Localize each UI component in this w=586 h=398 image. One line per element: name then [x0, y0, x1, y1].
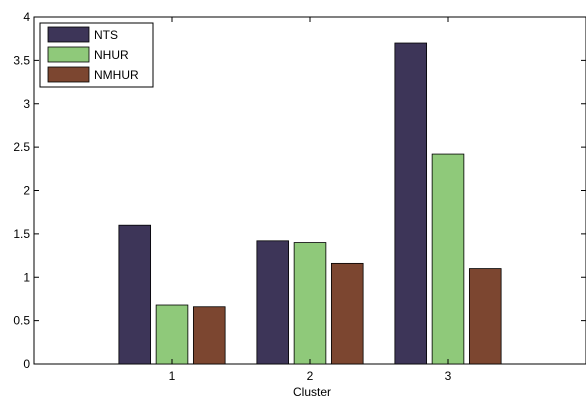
- y-tick-label: 4: [23, 10, 30, 24]
- x-tick-label-1: 1: [169, 369, 176, 383]
- x-axis-title: Cluster: [293, 385, 331, 398]
- y-tick-label: 0.5: [13, 314, 30, 328]
- bar-nts-3: [394, 42, 428, 365]
- x-axis: Cluster 1 2 3: [169, 17, 452, 398]
- bar-nts-2: [256, 240, 290, 365]
- bar-nhur-1: [155, 304, 189, 365]
- bar-nhur-3: [431, 153, 465, 365]
- legend-swatch-nts: [47, 26, 90, 43]
- legend-label-nmhur: NMHUR: [94, 68, 139, 82]
- legend-swatch-nmhur: [47, 66, 90, 83]
- y-tick-label: 3: [23, 97, 30, 111]
- legend: NTS NHUR NMHUR: [39, 22, 154, 88]
- y-tick-label: 1.5: [13, 227, 30, 241]
- bar-nmhur-3: [468, 268, 502, 365]
- bar-nhur-2: [293, 242, 327, 365]
- x-tick-label-2: 2: [307, 369, 314, 383]
- y-tick-label: 2: [23, 184, 30, 198]
- legend-label-nhur: NHUR: [94, 48, 129, 62]
- legend-label-nts: NTS: [94, 28, 118, 42]
- legend-swatch-nhur: [47, 46, 90, 63]
- y-tick-label: 1: [23, 270, 30, 284]
- bar-nmhur-1: [192, 306, 226, 365]
- y-tick-label: 2.5: [13, 140, 30, 154]
- y-tick-label: 0: [23, 357, 30, 371]
- bar-nmhur-2: [330, 262, 364, 365]
- bar-nts-1: [118, 224, 152, 365]
- x-tick-label-3: 3: [445, 369, 452, 383]
- y-tick-label: 3.5: [13, 53, 30, 67]
- bars-group: [118, 42, 502, 365]
- y-axis: 0 0.5 1 1.5 2 2.5 3 3.5 4: [13, 10, 586, 371]
